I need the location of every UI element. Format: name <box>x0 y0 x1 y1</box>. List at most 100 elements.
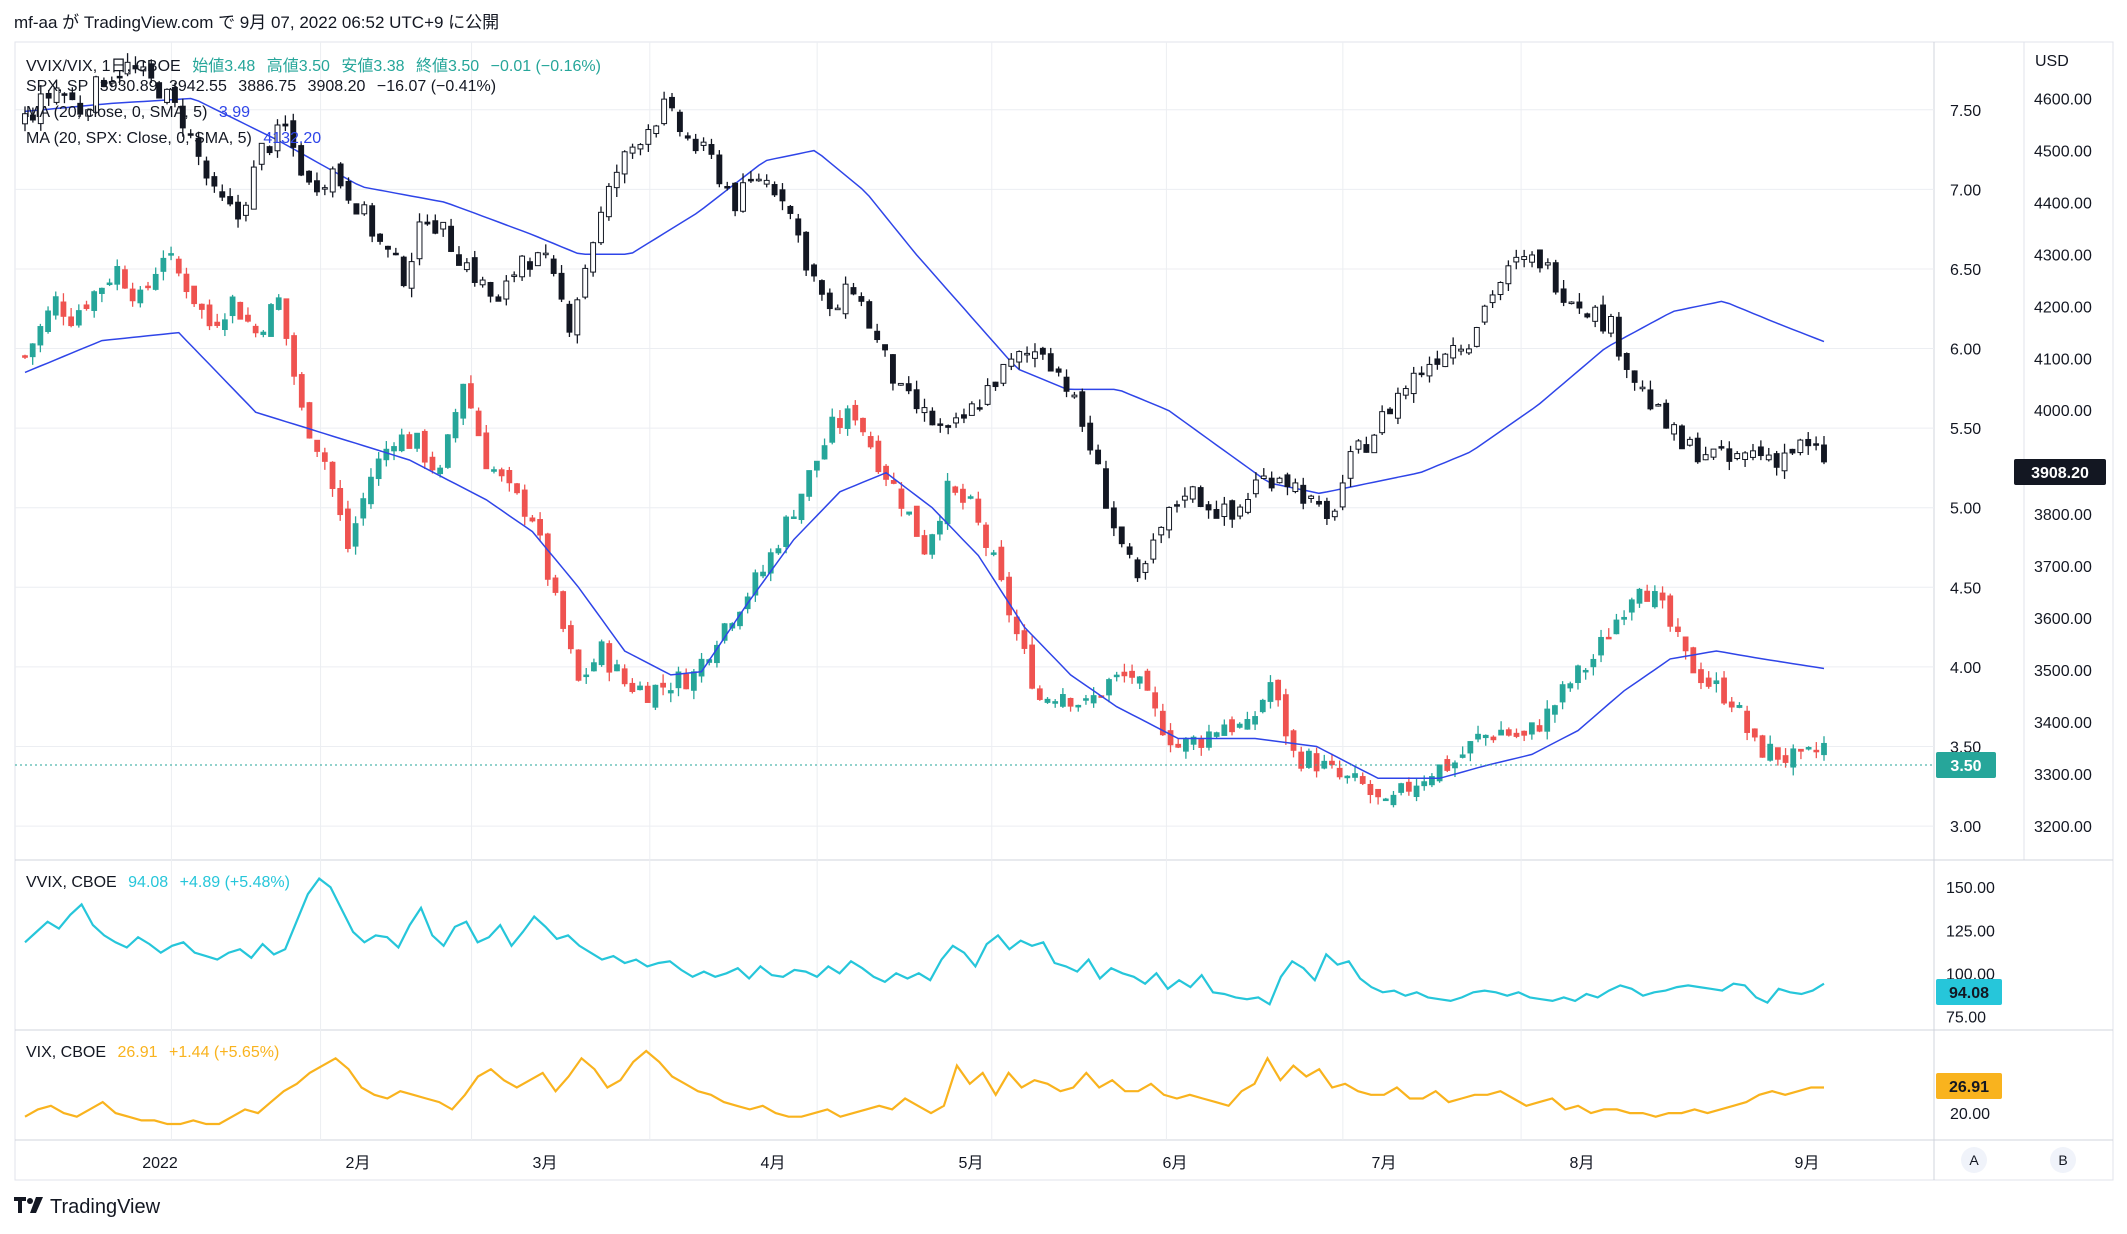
spx-candle-body <box>227 196 234 205</box>
ratio-candle-body <box>667 690 674 694</box>
log-scale-button[interactable]: B <box>2050 1147 2076 1173</box>
spx-candle-body <box>874 330 881 341</box>
ratio-candle-body <box>1298 751 1305 769</box>
spx-candle-body <box>503 280 510 300</box>
tradingview-logo[interactable]: TradingView <box>14 1196 160 1219</box>
spx-candle-body <box>519 255 526 278</box>
spx-candle-body <box>1166 506 1173 531</box>
spx-candle-body <box>1726 448 1733 462</box>
legend-ma-ratio[interactable]: MA (20, close, 0, SMA, 5) 3.99 <box>26 104 257 122</box>
ratio-candle-body <box>22 355 28 358</box>
ratio-candle-body <box>798 493 805 521</box>
ratio-candle-body <box>1405 781 1412 792</box>
spx-candle-body <box>1765 454 1772 461</box>
ratio-candle-body <box>1759 735 1766 758</box>
spx-candle-body <box>1410 372 1417 395</box>
price-axis[interactable]: 7.50 7.00 6.50 6.00 5.50 5.00 4.50 4.00 3.50 3.00… <box>1936 53 2106 1123</box>
ratio-candle-body <box>1698 669 1704 684</box>
ratio-candle-body <box>345 508 351 549</box>
spx-tick-label: 4100.00 <box>2034 351 2092 368</box>
vix-series-line <box>24 1049 1824 1126</box>
ratio-candle-body <box>567 625 574 650</box>
legend-ma-spx[interactable]: MA (20, SPX: Close, 0, SMA, 5) 4132.20 <box>26 130 328 148</box>
spx-candle-body <box>392 252 399 256</box>
spx-candle-body <box>495 296 502 302</box>
spx-candle-body <box>1750 450 1756 458</box>
ratio-candle-body <box>1475 733 1481 740</box>
ratio-candle-body <box>790 516 797 519</box>
spx-candle-body <box>992 381 999 388</box>
spx-tick-label: 3600.00 <box>2034 611 2092 628</box>
spx-candle-body <box>313 180 320 193</box>
ratio-candle-body <box>606 643 613 673</box>
legend-vvix[interactable]: VVIX, CBOE 94.08 +4.89 (+5.48%) <box>26 874 297 892</box>
current-ratio-tag-bg <box>1936 752 1996 778</box>
spx-candle-body <box>1347 451 1354 479</box>
spx-candle-body <box>1134 559 1141 579</box>
auto-scale-button[interactable]: A <box>1961 1147 1987 1173</box>
ratio-candle-body <box>1221 724 1228 736</box>
ratio-candle-body <box>1636 588 1643 604</box>
tradingview-wordmark: TradingView <box>50 1196 161 1218</box>
ratio-candle-body <box>544 533 551 580</box>
spx-candle-body <box>676 111 683 133</box>
legend-spx-open: 3930.89 <box>99 78 158 95</box>
ratio-candle-body <box>460 383 467 419</box>
spx-candle-body <box>195 137 202 157</box>
spx-candle-body <box>598 211 604 244</box>
spx-candle-body <box>566 303 573 333</box>
ratio-candle-body <box>160 257 167 272</box>
legend-vix[interactable]: VIX, CBOE 26.91 +1.44 (+5.65%) <box>26 1044 286 1062</box>
ratio-candle-body <box>1060 694 1066 707</box>
publish-info: mf-aa が TradingView.com で 9月 07, 2022 06… <box>14 13 500 32</box>
ratio-candle-body <box>1821 742 1827 756</box>
legend-main[interactable]: VVIX/VIX, 1日, CBOE 始値3.48 高値3.50 安値3.38 … <box>26 52 608 76</box>
ratio-candle-body <box>560 591 567 629</box>
ratio-candle-body <box>468 383 474 409</box>
spx-candle-body <box>889 354 896 384</box>
time-axis[interactable]: 2022 2月 3月 4月 5月 6月 7月 8月 9月 <box>142 1155 1819 1172</box>
spx-candle-body <box>1110 507 1117 529</box>
ratio-candle-body <box>829 416 836 443</box>
ratio-candle-body <box>1621 616 1627 620</box>
time-tick-label: 5月 <box>959 1155 984 1172</box>
legend-spx[interactable]: SPX, SP 3930.89 3942.55 3886.75 3908.20 … <box>26 78 503 96</box>
spx-candle-body <box>1647 389 1654 410</box>
vix-line <box>24 1049 1824 1126</box>
spx-candle-body <box>527 261 533 270</box>
spx-moving-average <box>24 97 1825 495</box>
ratio-candle-body <box>1290 730 1297 751</box>
ratio-candle-body <box>783 516 789 547</box>
time-tick-label: 3月 <box>533 1155 558 1172</box>
spx-candle-body <box>866 301 873 329</box>
spx-candle-body <box>1174 504 1180 507</box>
ratio-candle-body <box>506 470 513 484</box>
ratio-candle-body <box>1044 698 1051 703</box>
spx-tick-label: 3700.00 <box>2034 559 2092 576</box>
spx-candle-body <box>1087 422 1094 451</box>
spx-candle-body <box>1473 326 1480 347</box>
ratio-candle-body <box>106 282 113 286</box>
spx-candle-body <box>590 242 597 273</box>
spx-tick-label: 4200.00 <box>2034 299 2092 316</box>
spx-candle-body <box>1797 439 1804 454</box>
spx-candle-body <box>779 189 786 202</box>
legend-vvix-symbol: VVIX, CBOE <box>26 874 117 891</box>
legend-spx-high: 3942.55 <box>169 78 227 95</box>
spx-candle-body <box>440 221 447 230</box>
spx-candle-body <box>1394 392 1401 419</box>
ratio-candle-body <box>114 266 121 285</box>
ratio-candle-body <box>1382 798 1389 802</box>
ratio-candle-body <box>391 446 397 452</box>
ratio-candle-body <box>1644 590 1651 602</box>
ratio-candle-body <box>675 671 682 689</box>
spx-candle-body <box>345 180 352 201</box>
spx-candle-body <box>1213 509 1220 519</box>
ratio-tick-label: 4.00 <box>1950 660 1981 677</box>
spx-candle-body <box>1702 454 1709 461</box>
spx-tick-label: 4600.00 <box>2034 91 2092 108</box>
ratio-candle-body <box>137 289 144 304</box>
spx-candle-body <box>1079 391 1086 427</box>
ratio-candle-body <box>1790 748 1797 768</box>
